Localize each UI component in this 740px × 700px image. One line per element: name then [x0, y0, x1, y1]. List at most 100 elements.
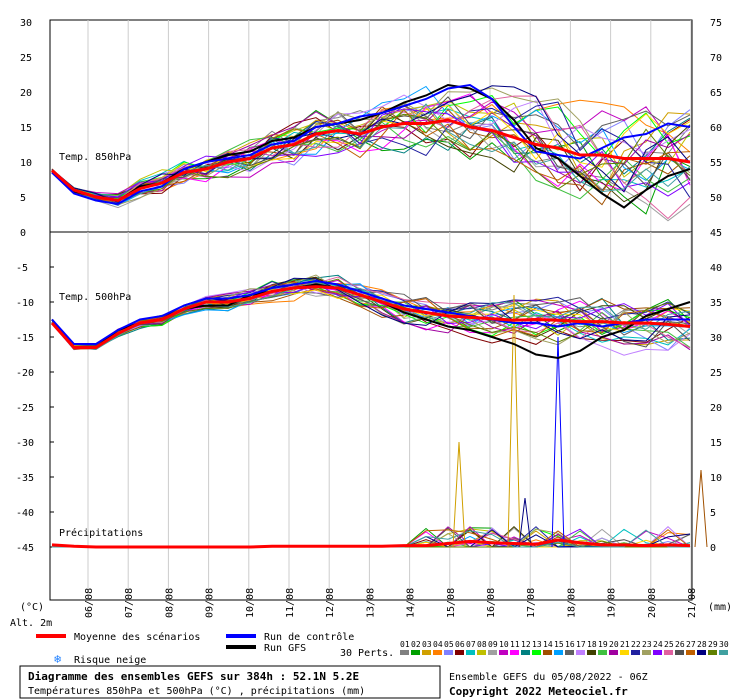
pert-t500-line	[51, 277, 691, 349]
upper-left-tick: 0	[20, 228, 26, 239]
pert-id-label: 15	[554, 640, 564, 649]
lower-left-tick: -15	[16, 333, 34, 344]
x-tick-label: 21/08	[687, 588, 698, 618]
pert-color-swatch	[477, 650, 486, 655]
lower-left-tick: -10	[16, 298, 34, 309]
pert-color-swatch	[642, 650, 651, 655]
pert-id-label: 03	[422, 640, 432, 649]
lower-left-tick: -30	[16, 438, 34, 449]
x-axis: 06/08 07/08 08/08 09/08 10/08 11/08 12/08 13/08…	[84, 588, 698, 618]
pert-color-swatch	[686, 650, 695, 655]
altitude-label: Alt. 2m	[10, 618, 52, 629]
pert-t850-line	[51, 100, 691, 196]
pert-id-label: 23	[642, 640, 652, 649]
lower-left-tick: -25	[16, 403, 34, 414]
legend: Moyenne des scénarios Run de contrôle Ru…	[36, 631, 729, 666]
pert-color-swatch	[719, 650, 728, 655]
pert-id-label: 11	[510, 640, 520, 649]
x-tick-label: 14/08	[406, 588, 417, 618]
pert-id-label: 07	[466, 640, 476, 649]
pert-color-swatch	[609, 650, 618, 655]
pert-color-swatch	[488, 650, 497, 655]
pert-id-label: 17	[576, 640, 586, 649]
lower-left-tick: -40	[16, 508, 34, 519]
x-tick-label: 12/08	[325, 588, 336, 618]
lower-panel-label: Temp. 500hPa	[59, 292, 131, 303]
lower-right-tick: 10	[710, 473, 722, 484]
x-tick-label: 11/08	[285, 588, 296, 618]
pert-t850-line	[51, 101, 691, 222]
legend-mean-label: Moyenne des scénarios	[74, 631, 200, 643]
lower-right-tick: 30	[710, 333, 722, 344]
upper-right-tick: 70	[710, 53, 722, 64]
lower-frame	[49, 231, 693, 601]
pert-id-label: 02	[411, 640, 421, 649]
pert-color-swatch	[565, 650, 574, 655]
pert-color-swatch	[664, 650, 673, 655]
pert-color-swatch	[697, 650, 706, 655]
precip-spike	[551, 336, 565, 548]
pert-id-label: 21	[620, 640, 630, 649]
pert-id-label: 13	[532, 640, 542, 649]
x-tick-label: 20/08	[647, 588, 658, 618]
pert-color-swatch	[576, 650, 585, 655]
upper-left-tick: 5	[20, 193, 26, 204]
pert-legend: 01 02 03 04 05 06 07 08 09 10 11 12 13 14 15 16 17 18 19 20…	[400, 640, 729, 655]
pert-id-label: 12	[521, 640, 531, 649]
pert-color-swatch	[466, 650, 475, 655]
pert-id-label: 16	[565, 640, 575, 649]
x-tick-label: 18/08	[566, 588, 577, 618]
pert-color-swatch	[444, 650, 453, 655]
lower-right-tick: 15	[710, 438, 722, 449]
x-tick-label: 06/08	[84, 588, 95, 618]
pert-t500-line	[51, 276, 691, 349]
control-t850-line	[51, 83, 691, 206]
x-tick-label: 08/08	[164, 588, 175, 618]
x-tick-label: 16/08	[486, 588, 497, 618]
pert-color-swatch	[422, 650, 431, 655]
lower-right-tick: 25	[710, 368, 722, 379]
legend-control-label: Run de contrôle	[264, 631, 354, 643]
pert-id-label: 04	[433, 640, 443, 649]
pert-id-label: 06	[455, 640, 465, 649]
pert-color-swatch	[708, 650, 717, 655]
pert-id-label: 09	[488, 640, 498, 649]
pert-id-label: 01	[400, 640, 410, 649]
pert-id-label: 19	[598, 640, 608, 649]
pert-id-label: 08	[477, 640, 487, 649]
pert-id-label: 18	[587, 640, 597, 649]
lower-right-tick: 20	[710, 403, 722, 414]
upper-left-tick: 10	[20, 158, 32, 169]
pert-t500-line	[51, 282, 691, 348]
control-t500-line	[51, 279, 690, 345]
pert-id-label: 20	[609, 640, 619, 649]
lower-left-tick: -5	[16, 263, 28, 274]
upper-left-tick: 20	[20, 88, 32, 99]
lower-right-tick: 40	[710, 263, 722, 274]
pert-color-swatch	[532, 650, 541, 655]
legend-snow-label: Risque neige	[74, 655, 146, 666]
pert-id-label: 22	[631, 640, 641, 649]
x-tick-label: 15/08	[446, 588, 457, 618]
pert-color-swatch	[653, 650, 662, 655]
pert-id-label: 27	[686, 640, 696, 649]
copyright: Copyright 2022 Meteociel.fr	[449, 685, 628, 698]
chart-subtitle: Températures 850hPa et 500hPa (°C) , pré…	[28, 685, 365, 697]
pert-t500-line	[51, 281, 691, 350]
precip-spike	[518, 497, 532, 548]
pert-color-swatch	[631, 650, 640, 655]
pert-color-swatch	[543, 650, 552, 655]
pert-t850-line	[51, 113, 691, 202]
pert-id-label: 28	[697, 640, 707, 649]
pert-id-label: 29	[708, 640, 718, 649]
pert-color-swatch	[433, 650, 442, 655]
precip-label: Précipitations	[59, 527, 143, 539]
upper-right-tick: 65	[710, 88, 722, 99]
upper-right-tick: 60	[710, 123, 722, 134]
x-tick-label: 07/08	[124, 588, 135, 618]
upper-right-tick: 50	[710, 193, 722, 204]
upper-left-tick: 15	[20, 123, 32, 134]
upper-right-tick: 75	[710, 18, 722, 29]
